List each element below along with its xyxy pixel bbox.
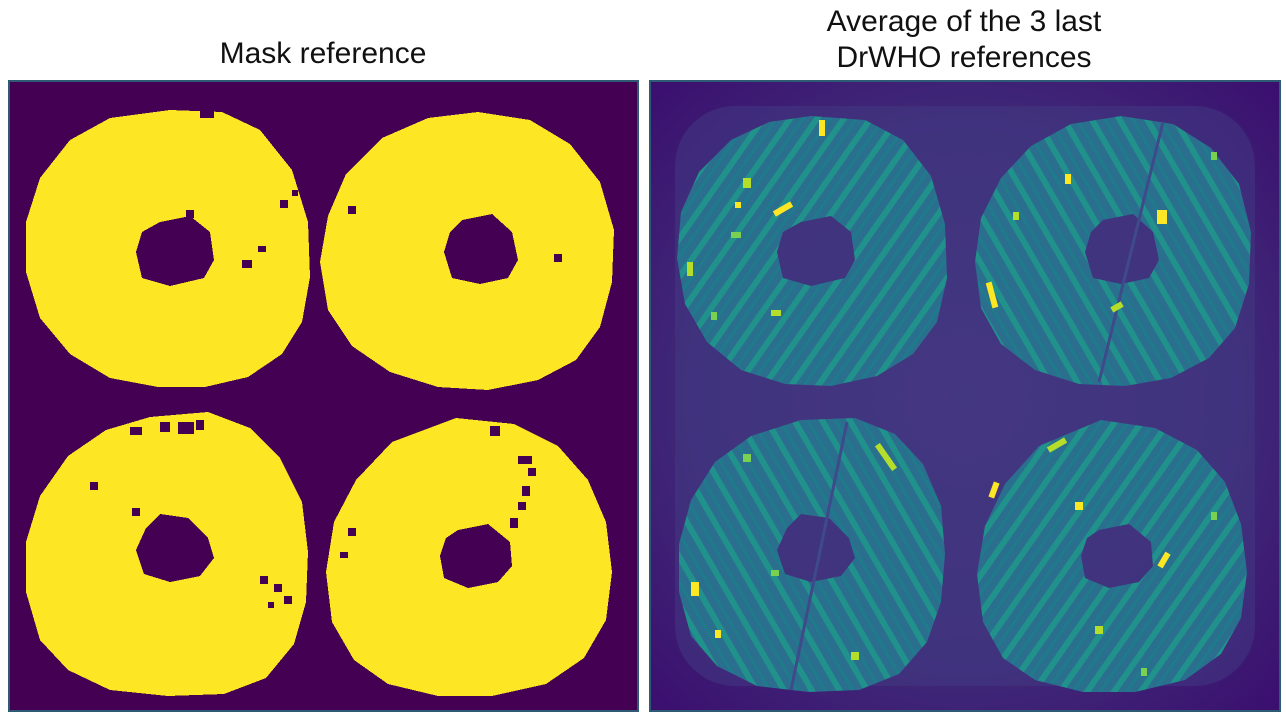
mask-ring-top-left — [26, 110, 310, 387]
drwho-ring-top-right — [975, 116, 1251, 386]
drwho-halo — [675, 106, 1255, 686]
drwho-highlights — [687, 120, 1217, 676]
drwho-seams — [789, 121, 1165, 691]
mask-image-svg — [10, 82, 637, 710]
mask-reference-image — [8, 80, 639, 712]
mask-ring-top-right — [320, 112, 614, 390]
drwho-title-line1: Average of the 3 last — [826, 5, 1102, 38]
drwho-average-image — [649, 80, 1281, 712]
drwho-ring-bottom-left — [679, 418, 945, 692]
mask-ring-bottom-right — [326, 418, 612, 696]
drwho-ring-bottom-right — [977, 420, 1247, 692]
mask-reference-title: Mask reference — [219, 37, 427, 70]
drwho-image-svg — [651, 82, 1279, 710]
drwho-title-line2: DrWHO references — [836, 41, 1092, 74]
drwho-average-title: Average of the 3 last DrWHO references — [648, 4, 1280, 76]
drwho-rings — [677, 116, 1251, 692]
mask-defects — [90, 110, 562, 670]
